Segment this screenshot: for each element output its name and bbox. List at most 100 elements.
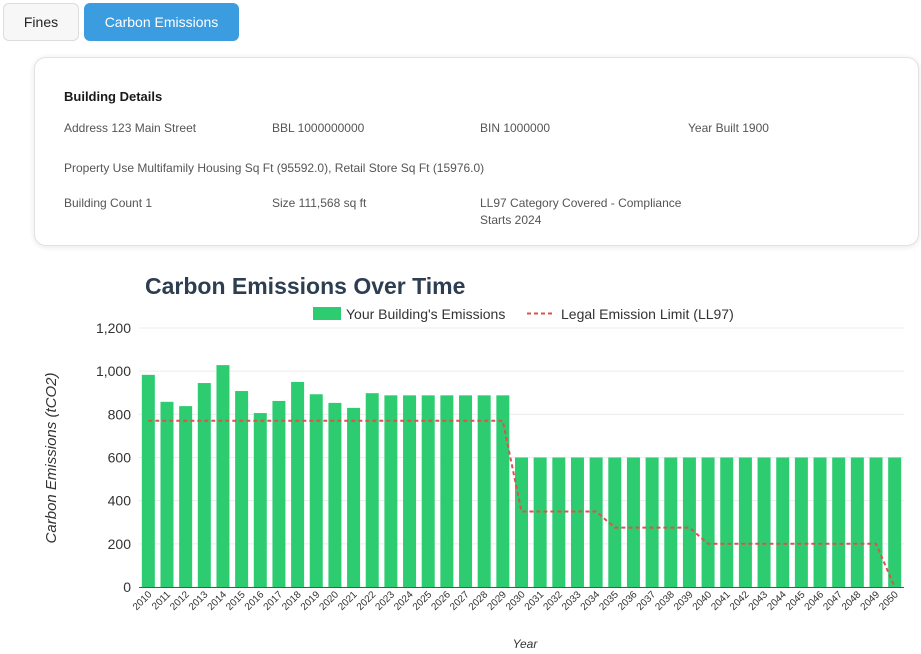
tab-carbon-emissions[interactable]: Carbon Emissions xyxy=(84,3,239,41)
building-details-card: Building Details Address 123 Main Street… xyxy=(34,57,919,246)
x-tick-label: 2049 xyxy=(859,589,883,613)
x-tick-label: 2042 xyxy=(728,589,752,613)
emissions-bar xyxy=(608,457,622,587)
emissions-bar xyxy=(160,401,174,587)
x-tick-label: 2045 xyxy=(784,589,808,613)
x-tick-label: 2039 xyxy=(672,589,696,613)
x-tick-label: 2022 xyxy=(355,589,379,613)
ll97-category-line1: LL97 Category Covered - Compliance xyxy=(480,196,682,210)
emissions-bar xyxy=(589,457,603,587)
emissions-bar xyxy=(459,395,473,587)
size-field: Size 111,568 sq ft xyxy=(272,196,367,210)
bbl-field: BBL 1000000000 xyxy=(272,121,365,135)
emissions-bar xyxy=(440,395,454,587)
emissions-bar xyxy=(552,457,566,587)
limit-line xyxy=(148,419,896,588)
bin-field: BIN 1000000 xyxy=(480,121,551,135)
emissions-bar xyxy=(869,457,883,587)
emissions-bar xyxy=(570,457,584,587)
x-tick-label: 2026 xyxy=(429,589,453,613)
emissions-bar xyxy=(850,457,864,587)
building-details-heading: Building Details xyxy=(64,89,163,104)
x-tick-label: 2030 xyxy=(504,589,528,613)
x-tick-label: 2015 xyxy=(224,589,248,613)
x-tick-label: 2034 xyxy=(579,589,603,613)
emissions-bar xyxy=(682,457,696,587)
x-tick-label: 2025 xyxy=(411,589,435,613)
x-tick-label: 2014 xyxy=(206,589,230,613)
y-tick-label: 800 xyxy=(108,406,132,422)
x-tick-label: 2020 xyxy=(318,589,342,613)
emissions-bar xyxy=(794,457,808,587)
y-tick-label: 600 xyxy=(108,450,132,466)
x-tick-label: 2050 xyxy=(877,589,901,613)
emissions-bar xyxy=(272,400,286,587)
emissions-bar xyxy=(496,395,510,587)
emissions-bar xyxy=(253,413,267,587)
x-tick-label: 2018 xyxy=(280,589,304,613)
y-tick-label: 400 xyxy=(108,493,132,509)
x-tick-label: 2038 xyxy=(653,589,677,613)
x-tick-label: 2048 xyxy=(840,589,864,613)
y-axis-title: Carbon Emissions (tCO2) xyxy=(43,373,60,544)
x-tick-label: 2035 xyxy=(597,589,621,613)
emissions-bar xyxy=(701,457,715,587)
emissions-bar xyxy=(626,457,640,587)
emissions-bar xyxy=(533,457,547,587)
y-tick-label: 1,000 xyxy=(96,363,131,379)
y-tick-label: 200 xyxy=(108,536,132,552)
x-tick-label: 2013 xyxy=(187,589,211,613)
y-tick-label: 0 xyxy=(123,579,131,595)
ll97-category-field: LL97 Category Covered - Compliance Start… xyxy=(480,195,681,229)
x-tick-label: 2043 xyxy=(747,589,771,613)
x-tick-label: 2031 xyxy=(523,589,547,613)
address-field: Address 123 Main Street xyxy=(64,121,197,135)
x-tick-label: 2024 xyxy=(392,589,416,613)
x-tick-label: 2010 xyxy=(131,589,155,613)
emissions-bar xyxy=(291,381,305,587)
x-tick-label: 2047 xyxy=(821,589,845,613)
legend-swatch-emissions xyxy=(313,307,341,320)
x-axis-title: Year xyxy=(513,637,539,651)
x-tick-label: 2033 xyxy=(560,589,584,613)
emissions-bar xyxy=(515,457,528,587)
ll97-category-line2: Starts 2024 xyxy=(480,213,542,227)
emissions-bar xyxy=(328,402,342,587)
x-tick-label: 2044 xyxy=(765,589,789,613)
emissions-bar xyxy=(365,393,379,587)
emissions-bar xyxy=(832,457,846,587)
x-tick-label: 2027 xyxy=(448,589,472,613)
emissions-bar xyxy=(197,383,211,587)
year-built-field: Year Built 1900 xyxy=(688,121,769,135)
emissions-bar xyxy=(645,457,659,587)
x-tick-label: 2016 xyxy=(243,589,267,613)
x-tick-label: 2012 xyxy=(168,589,192,613)
emissions-bar xyxy=(421,395,435,587)
emissions-bar xyxy=(141,374,155,587)
x-tick-label: 2032 xyxy=(541,589,565,613)
x-tick-label: 2029 xyxy=(485,589,509,613)
x-tick-label: 2037 xyxy=(635,589,659,613)
emissions-bar xyxy=(477,395,491,587)
emissions-bar xyxy=(384,395,398,587)
emissions-bar xyxy=(347,407,361,587)
property-use-field: Property Use Multifamily Housing Sq Ft (… xyxy=(64,161,485,175)
emissions-bar xyxy=(720,457,734,587)
emissions-bar xyxy=(757,457,771,587)
x-tick-label: 2019 xyxy=(299,589,323,613)
emissions-bar xyxy=(664,457,678,587)
x-tick-label: 2011 xyxy=(150,589,173,612)
chart-title: Carbon Emissions Over Time xyxy=(145,273,466,299)
x-tick-label: 2046 xyxy=(803,589,827,613)
emissions-bar xyxy=(216,365,230,587)
x-tick-label: 2023 xyxy=(374,589,398,613)
legend-label-emissions: Your Building's Emissions xyxy=(346,306,505,322)
emissions-bar xyxy=(776,457,790,587)
tab-fines[interactable]: Fines xyxy=(3,3,79,41)
x-tick-label: 2040 xyxy=(691,589,715,613)
emissions-bar xyxy=(813,457,827,587)
y-tick-label: 1,200 xyxy=(96,320,131,336)
x-tick-label: 2028 xyxy=(467,589,491,613)
legend-label-limit: Legal Emission Limit (LL97) xyxy=(561,306,734,322)
